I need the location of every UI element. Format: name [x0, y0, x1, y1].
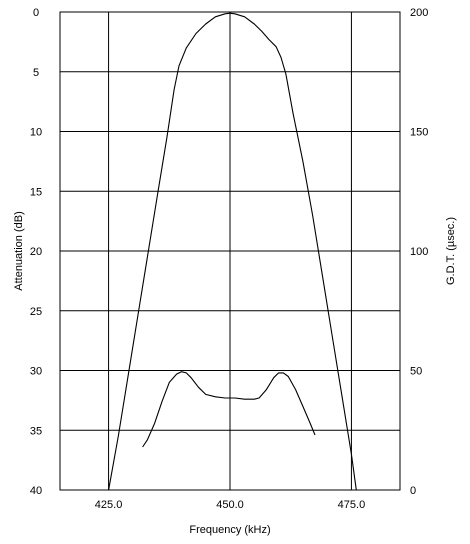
x-tick-label-0: 425.0: [95, 499, 123, 511]
y-left-tick-label-8: 40: [30, 485, 42, 497]
x-tick-label-1: 450.0: [216, 499, 244, 511]
tick-labels: 425.0 450.0 475.0 0 5 10 15 20 25 30 35 40 0 50 100 150…: [30, 7, 428, 511]
y-left-tick-label-7: 35: [30, 425, 42, 437]
y-right-tick-label-3: 150: [410, 127, 428, 139]
y-axis-right-title: G.D.T. (µsec.): [445, 217, 457, 285]
x-axis-title: Frequency (kHz): [189, 524, 270, 536]
y-right-tick-label-4: 200: [410, 7, 428, 19]
y-left-tick-label-3: 15: [30, 186, 42, 198]
y-left-tick-label-6: 30: [30, 366, 42, 378]
y-left-tick-label-0: 0: [33, 7, 39, 19]
y-left-tick-label-2: 10: [30, 127, 42, 139]
y-left-tick-label-1: 5: [33, 67, 39, 79]
attenuation-curve: [108, 12, 357, 491]
y-left-tick-label-5: 25: [30, 306, 42, 318]
y-axis-left-title: Attenuation (dB): [13, 211, 25, 291]
grid-lines: [60, 11, 400, 491]
y-left-tick-label-4: 20: [30, 246, 42, 258]
x-tick-label-2: 475.0: [338, 499, 366, 511]
gdt-curve: [142, 371, 316, 448]
y-right-tick-label-0: 0: [410, 485, 416, 497]
plot-frame: [59, 11, 401, 491]
y-right-tick-label-1: 50: [410, 366, 422, 378]
series-layer: [108, 12, 357, 491]
y-right-tick-label-2: 100: [410, 246, 428, 258]
